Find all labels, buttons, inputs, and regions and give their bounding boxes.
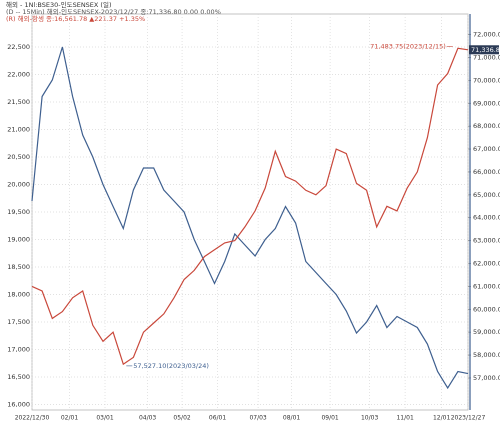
y2-tick-label: 66,000.00: [473, 168, 500, 176]
y-tick-label: 20,000: [7, 181, 30, 189]
x-tick-label: 08/01: [283, 415, 300, 422]
annotation: 57,527.10(2023/03/24): [133, 362, 209, 370]
y2-tick-label: 67,000.00: [473, 145, 500, 153]
y-tick-label: 18,500: [7, 263, 30, 271]
y-tick-label: 17,000: [7, 346, 30, 354]
y2-tick-label: 64,000.00: [473, 214, 500, 222]
y2-tick-label: 61,000.00: [473, 282, 500, 290]
last-value-box: [469, 45, 499, 55]
x-tick-label: 05/02: [173, 415, 190, 422]
x-tick-label: 04/03: [139, 415, 156, 422]
y-tick-label: 16,000: [7, 401, 30, 409]
y-tick-label: 18,000: [7, 291, 30, 299]
y-tick-label: 19,000: [7, 236, 30, 244]
y-tick-label: 20,500: [7, 153, 30, 161]
subtitle: (D -- 15Min) 해외-인도SENSEX-2023/12/27 종:71…: [6, 7, 221, 16]
x-tick-label: 07/03: [249, 415, 266, 422]
x-tick-label: 10/03: [361, 415, 378, 422]
y2-tick-label: 65,000.00: [473, 191, 500, 199]
y2-tick-label: 68,000.00: [473, 122, 500, 130]
y2-tick-label: 69,000.00: [473, 99, 500, 107]
last-value-label: 71,336.80: [471, 46, 500, 54]
y2-tick-label: 58,000.00: [473, 351, 500, 359]
x-tick-label: 12/01: [433, 415, 450, 422]
x-tick-label: 11/01: [396, 415, 413, 422]
y-tick-label: 16,500: [7, 373, 30, 381]
chart-title: 해외 - 1Nl:BSE30-인도SENSEX (일): [6, 0, 112, 9]
x-tick-label: 06/01: [209, 415, 226, 422]
y2-tick-label: 60,000.00: [473, 305, 500, 313]
series-line: [31, 46, 469, 390]
y-tick-label: 21,500: [7, 98, 30, 106]
x-tick-label: 02/01: [61, 415, 78, 422]
x-tick-label: 2023/12/27: [451, 415, 486, 422]
y2-tick-label: 71,000.00: [473, 53, 500, 61]
y2-tick-label: 70,000.00: [473, 76, 500, 84]
y2-tick-label: 72,000.00: [473, 31, 500, 39]
y2-tick-label: 62,000.00: [473, 260, 500, 268]
x-tick-label: 2022/12/30: [15, 415, 50, 422]
series-line: [31, 47, 469, 366]
y-tick-label: 22,500: [7, 43, 30, 51]
subtitle: (R) 해외-항셍 종:16,561.78 ▲221.37 +1.35%: [6, 14, 145, 23]
y2-tick-label: 59,000.00: [473, 328, 500, 336]
x-tick-label: 09/01: [321, 415, 338, 422]
y2-tick-label: 57,000.00: [473, 374, 500, 382]
y-tick-label: 21,000: [7, 126, 30, 134]
y2-tick-label: 63,000.00: [473, 237, 500, 245]
annotation: 71,483.75(2023/12/15): [370, 42, 446, 50]
y-tick-label: 19,500: [7, 208, 30, 216]
x-tick-label: 03/01: [96, 415, 113, 422]
y-tick-label: 22,000: [7, 71, 30, 79]
y-tick-label: 17,500: [7, 318, 30, 326]
